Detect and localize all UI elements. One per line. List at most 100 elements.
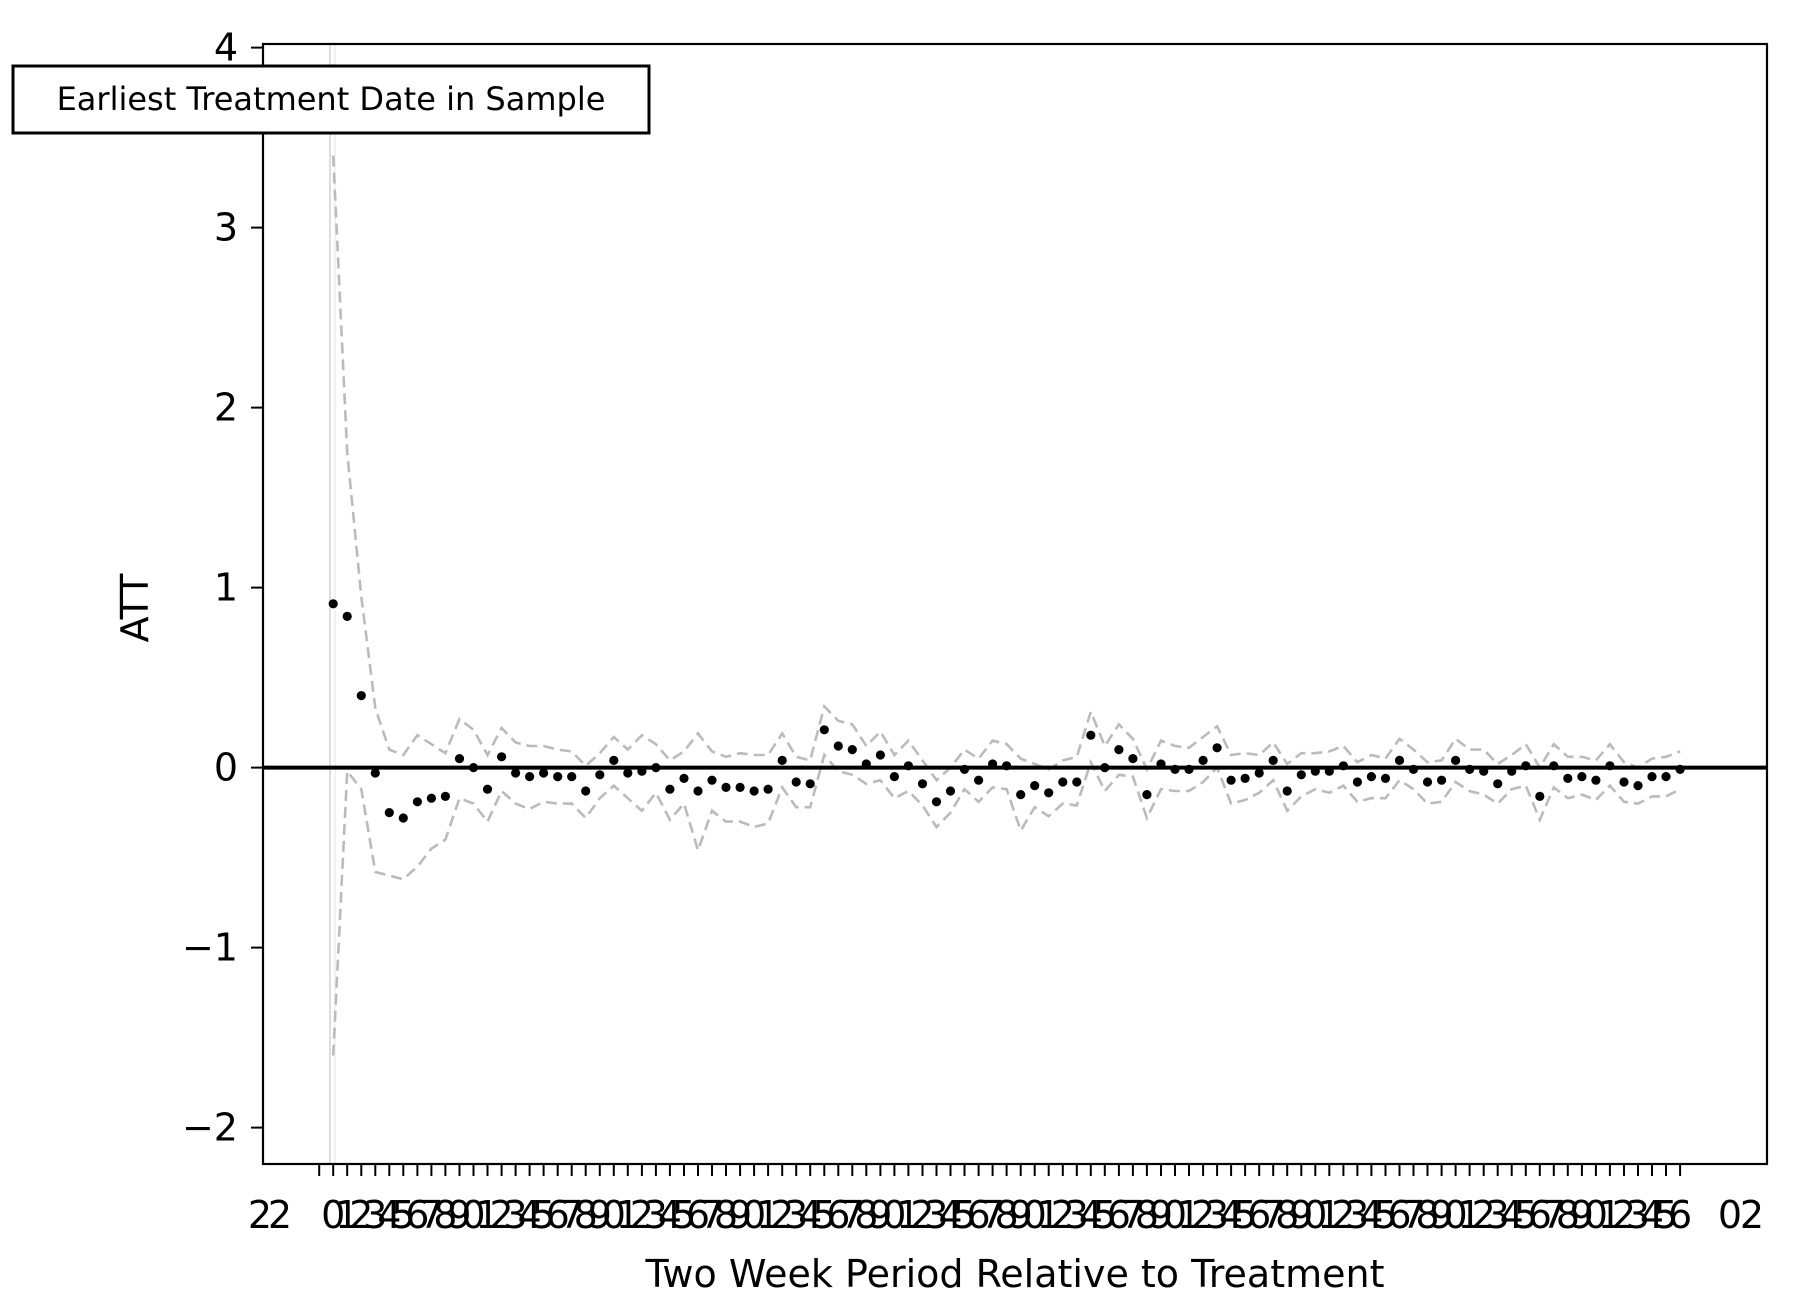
att-point [875, 750, 886, 760]
att-point [1114, 745, 1124, 755]
x-tick-label-clutter: 0 [321, 1193, 345, 1237]
att-point [959, 764, 970, 775]
x-tick-label-clutter: 7 [1542, 1193, 1566, 1237]
att-point [763, 784, 773, 794]
y-tick-label: −1 [182, 926, 238, 970]
y-tick-label: 2 [214, 386, 238, 430]
att-point [1072, 777, 1082, 787]
x-tick-label-clutter: 3 [1205, 1193, 1229, 1237]
att-point [567, 772, 577, 782]
att-point [974, 775, 984, 785]
att-point [665, 784, 675, 794]
x-tick-label-clutter: 4 [1640, 1193, 1664, 1237]
x-tick-label-clutter: 0 [1303, 1193, 1327, 1237]
x-tick-label-clutter: 5 [1514, 1193, 1538, 1237]
x-tick-label-clutter: 8 [433, 1193, 457, 1237]
x-tick-label-clutter: 1 [616, 1193, 640, 1237]
att-point [1605, 761, 1615, 771]
y-tick-label: 0 [214, 746, 238, 790]
x-tick-label-clutter: 6 [546, 1193, 570, 1237]
att-point [1394, 755, 1405, 766]
x-tick-label-clutter: 9 [1149, 1193, 1173, 1237]
x-tick-label-clutter: 1 [896, 1193, 920, 1237]
att-point [735, 782, 745, 793]
x-tick-label-clutter: 4 [1219, 1193, 1243, 1237]
att-point [609, 755, 619, 766]
x-tick-label-clutter: 9 [588, 1193, 612, 1237]
x-tick-label-clutter: 8 [574, 1193, 598, 1237]
att-point [1535, 791, 1545, 802]
att-point [525, 772, 535, 782]
x-tick-label-clutter: 8 [1135, 1193, 1159, 1237]
att-point [777, 755, 787, 766]
att-point [861, 759, 871, 769]
y-tick-label: 3 [214, 206, 238, 250]
x-tick-label-clutter: 6 [967, 1193, 991, 1237]
att-point [440, 791, 450, 802]
x-tick-label-clutter: 1 [1598, 1193, 1622, 1237]
x-tick-label-clutter: 7 [1261, 1193, 1285, 1237]
att-point [1310, 766, 1320, 776]
att-point [1451, 755, 1461, 766]
x-tick-label-clutter: 2 [1612, 1193, 1636, 1237]
x-tick-label-clutter: 3 [1486, 1193, 1510, 1237]
att-point [1338, 761, 1348, 771]
att-point [1142, 790, 1152, 800]
x-tick-label-clutter: 5 [952, 1193, 976, 1237]
x-tick-label-clutter: 5 [532, 1193, 556, 1237]
att-point [1647, 772, 1657, 782]
att-point [1352, 777, 1362, 787]
x-tick-label-clutter: 6 [686, 1193, 710, 1237]
treatment-annotation-text: Earliest Treatment Date in Sample [57, 80, 606, 118]
att-point [1324, 766, 1334, 776]
x-tick-label-clutter: 1 [475, 1193, 499, 1237]
att-point [1282, 786, 1292, 796]
att-point [679, 773, 689, 784]
att-point [1591, 775, 1601, 785]
att-point [1437, 775, 1447, 785]
att-point [1128, 754, 1138, 764]
x-tick-label-clutter: 0 [602, 1193, 626, 1237]
x-tick-label-clutter: 4 [1500, 1193, 1524, 1237]
x-tick-label-clutter: 2 [1331, 1193, 1355, 1237]
att-point [1366, 772, 1376, 782]
att-point [945, 786, 956, 796]
x-axis-ticks: 22 02012345678901234567890123456789012345… [248, 1164, 1764, 1237]
att-point [426, 793, 436, 803]
x-tick-label-clutter: 0 [882, 1193, 906, 1237]
x-tick-label-clutter: 1 [1458, 1193, 1482, 1237]
x-tick-label-clutter: 5 [391, 1193, 415, 1237]
ci-lower-line [331, 752, 1681, 1056]
x-tick-label-clutter: 5 [1654, 1193, 1678, 1237]
att-point [1030, 781, 1040, 791]
att-point [1675, 764, 1685, 775]
att-point [1422, 777, 1433, 787]
att-point [1619, 777, 1629, 787]
x-tick-label-clutter: 6 [1668, 1193, 1692, 1237]
treatment-annotation: Earliest Treatment Date in Sample [11, 64, 651, 135]
x-tick-label-clutter: 6 [1107, 1193, 1131, 1237]
ci-upper-line [331, 155, 1681, 783]
att-point [1184, 764, 1194, 775]
x-tick-label-clutter: 8 [1275, 1193, 1299, 1237]
att-point [749, 786, 759, 796]
x-tick-label: 2 [268, 1193, 292, 1237]
att-point [1044, 788, 1054, 798]
x-tick-label-clutter: 9 [1570, 1193, 1594, 1237]
x-tick-label-clutter: 8 [995, 1193, 1019, 1237]
x-tick-label-clutter: 0 [742, 1193, 766, 1237]
y-tick-label: 4 [214, 26, 238, 70]
treatment-annotation-box [11, 64, 651, 135]
x-tick-label-clutter: 7 [1121, 1193, 1145, 1237]
att-point [539, 768, 549, 778]
att-point [1170, 764, 1180, 775]
x-tick-label-clutter: 2 [490, 1193, 514, 1237]
att-point [1240, 773, 1250, 784]
att-point [370, 768, 380, 778]
x-tick-label-clutter: 8 [1556, 1193, 1580, 1237]
att-point [412, 797, 422, 807]
x-tick-label-clutter: 3 [504, 1193, 528, 1237]
att-point [1493, 779, 1503, 789]
